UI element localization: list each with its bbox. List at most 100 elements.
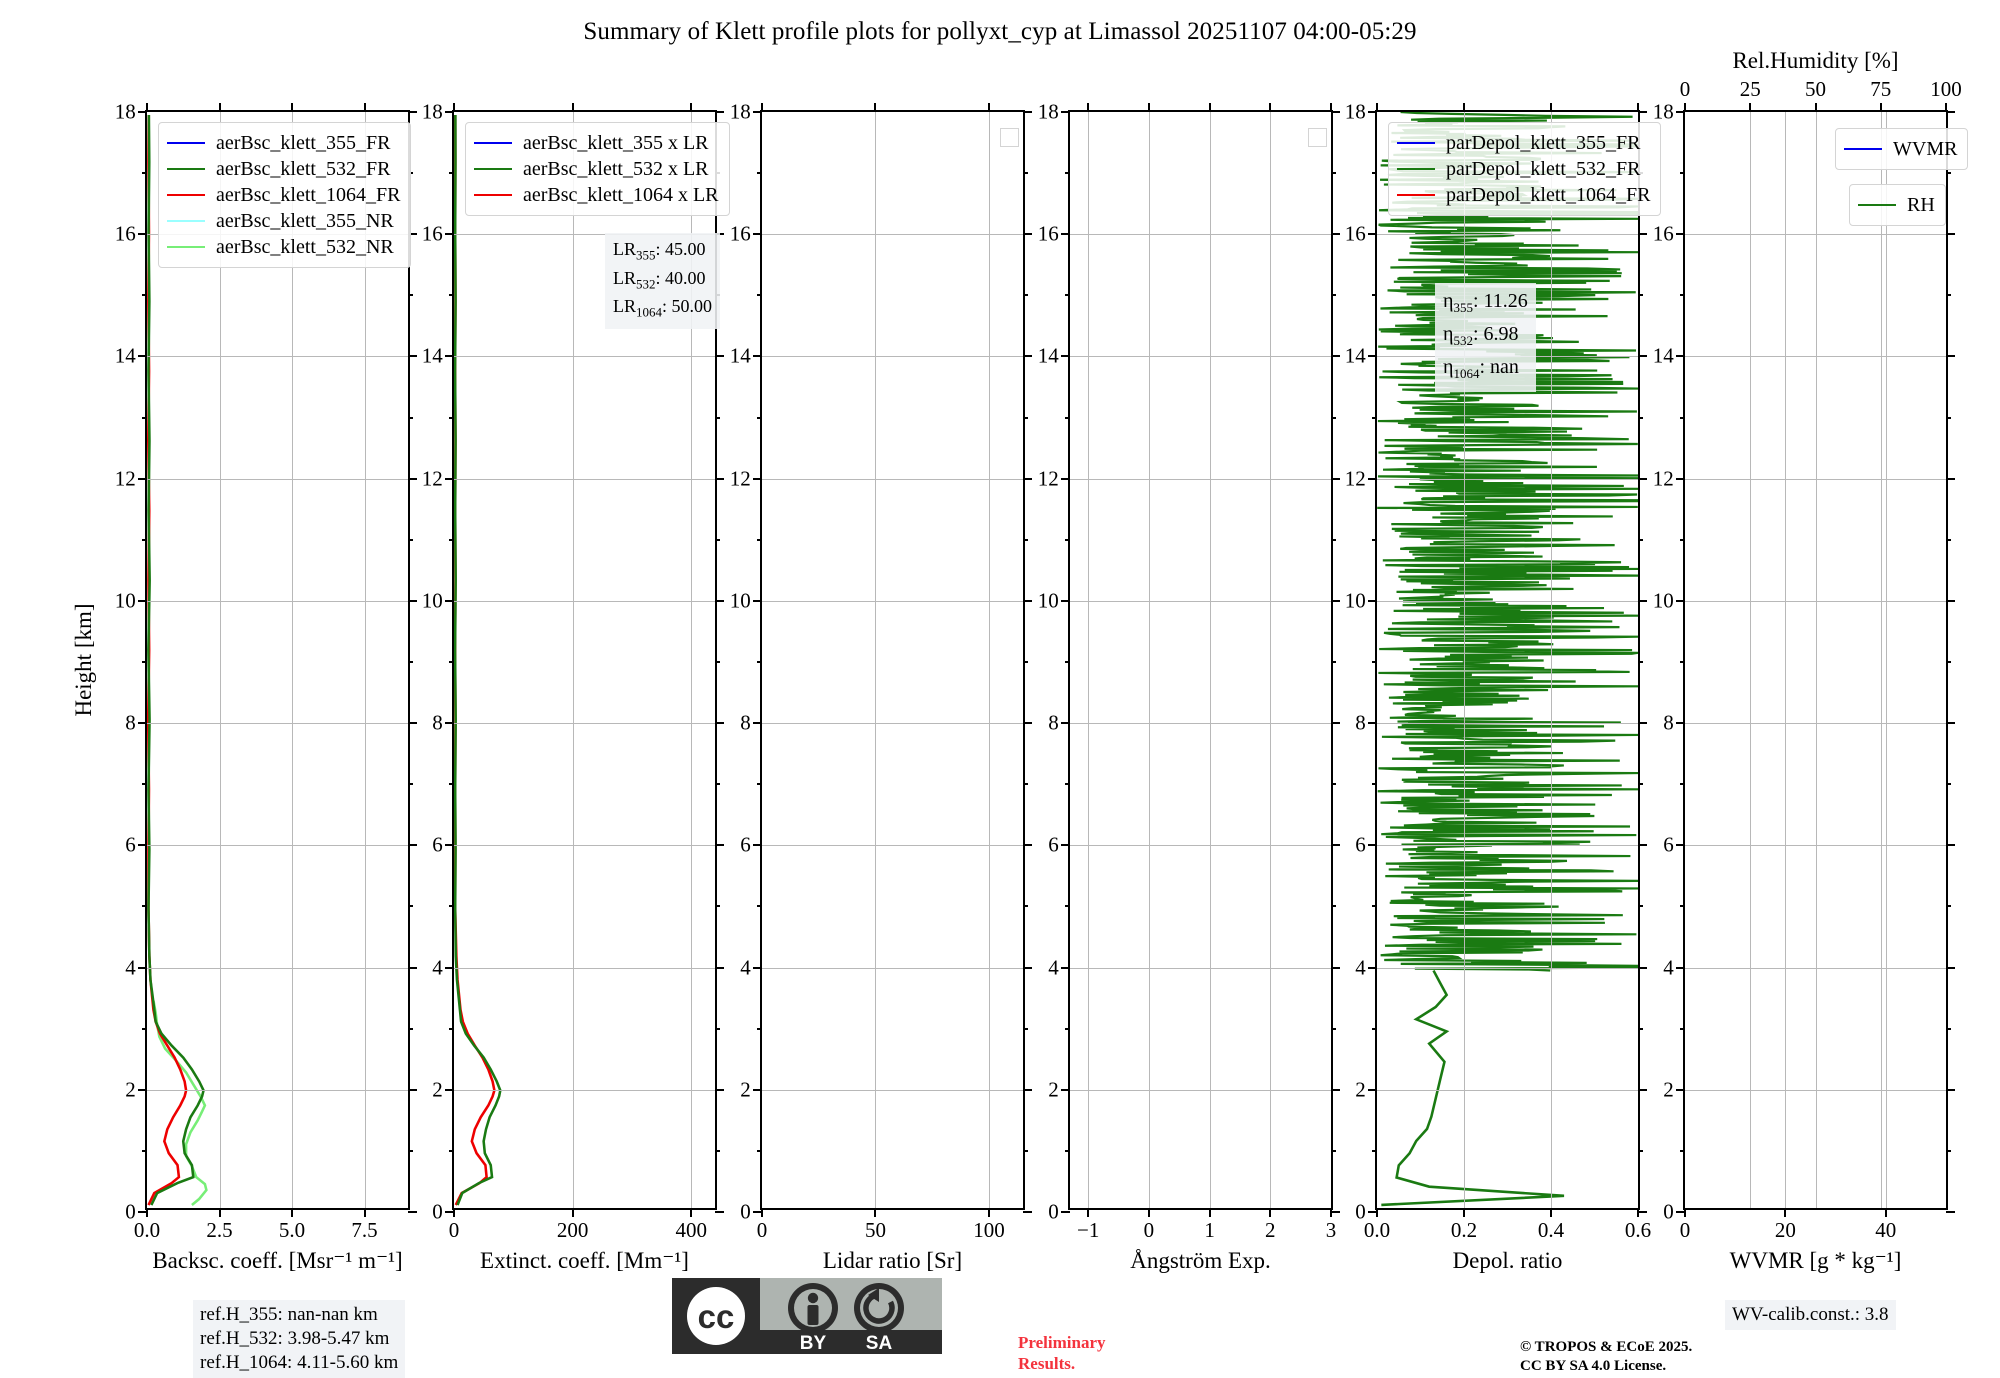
legend-label: parDepol_klett_355_FR	[1446, 132, 1641, 154]
gridline-horizontal	[454, 845, 715, 847]
y-tick-right	[408, 1088, 417, 1091]
legend-lidar-ratio-empty[interactable]	[1000, 128, 1019, 147]
y-tick-right	[1331, 966, 1340, 969]
gridline-horizontal	[147, 1089, 408, 1091]
x-tick-label: 0.0	[1363, 1218, 1391, 1242]
legend-row[interactable]: aerBsc_klett_532_NR	[167, 234, 400, 260]
y-tick-minor-right	[1331, 416, 1336, 419]
legend-row[interactable]: aerBsc_klett_355_FR	[167, 130, 400, 156]
gridline-horizontal	[147, 600, 408, 602]
y-tick	[1061, 1088, 1070, 1091]
y-tick-minor	[1680, 783, 1685, 786]
y-tick	[753, 233, 762, 236]
legend-backscatter[interactable]: aerBsc_klett_355_FR aerBsc_klett_532_FR ae…	[158, 122, 412, 268]
legend-row[interactable]: aerBsc_klett_1064 x LR	[474, 182, 719, 208]
y-tick-right	[1023, 599, 1032, 602]
wv-calib-note: WV-calib.const.: 3.8	[1725, 1300, 1896, 1330]
gridline-horizontal	[1377, 723, 1638, 725]
y-tick-label: 14	[114, 343, 136, 368]
y-tick-label: 8	[1048, 710, 1059, 735]
x-tick	[761, 1208, 763, 1217]
gridline-horizontal	[1377, 1089, 1638, 1091]
y-tick-label: 2	[432, 1077, 443, 1102]
y-tick-label: 12	[729, 466, 751, 491]
x-tick	[1784, 1208, 1787, 1217]
y-tick-right	[1638, 966, 1647, 969]
x-tick-label: 0.6	[1624, 1218, 1652, 1242]
legend-row[interactable]: parDepol_klett_1064_FR	[1397, 182, 1650, 208]
y-tick-label: 12	[1037, 466, 1059, 491]
y-tick-minor-right	[715, 1027, 720, 1030]
cc-by-sa-icon: cc BY SA	[672, 1278, 942, 1354]
y-tick-minor	[1065, 294, 1070, 297]
y-tick-right	[408, 355, 417, 358]
x-tick	[1463, 1208, 1465, 1217]
gridline-horizontal	[762, 600, 1023, 602]
legend-row[interactable]: parDepol_klett_532_FR	[1397, 156, 1650, 182]
legend-row[interactable]: aerBsc_klett_355_NR	[167, 208, 400, 234]
y-tick-label: 18	[729, 99, 751, 124]
y-tick-minor-right	[715, 905, 720, 908]
y-tick	[138, 477, 147, 480]
x-tick	[1269, 1208, 1272, 1217]
x-tick-top	[1330, 103, 1332, 112]
y-tick-right	[1946, 966, 1955, 969]
y-tick	[1368, 477, 1377, 480]
y-tick	[1061, 722, 1070, 725]
gridline-vertical	[292, 112, 293, 1208]
y-tick-right	[1331, 599, 1340, 602]
legend-row[interactable]: aerBsc_klett_532 x LR	[474, 156, 719, 182]
x-tick	[363, 1208, 366, 1217]
x-tick-top	[571, 103, 574, 112]
y-tick	[445, 355, 454, 358]
x-tick	[1884, 1208, 1887, 1217]
legend-row[interactable]: RH	[1858, 192, 1935, 218]
legend-angstrom-empty[interactable]	[1308, 128, 1327, 147]
legend-row[interactable]: aerBsc_klett_355 x LR	[474, 130, 719, 156]
y-tick-label: 4	[1355, 955, 1366, 980]
y-tick-right	[1946, 722, 1955, 725]
legend-wvmr[interactable]: WVMR	[1835, 128, 1969, 170]
y-tick	[445, 477, 454, 480]
y-tick-minor	[1065, 661, 1070, 663]
legend-depolarization[interactable]: parDepol_klett_355_FR parDepol_klett_532_…	[1388, 122, 1662, 216]
legend-row[interactable]: parDepol_klett_355_FR	[1397, 130, 1650, 156]
legend-row[interactable]: aerBsc_klett_532_FR	[167, 156, 400, 182]
gridline-horizontal	[762, 845, 1023, 847]
y-tick	[445, 233, 454, 236]
y-tick-right	[1946, 844, 1955, 847]
legend-row[interactable]: WVMR	[1844, 136, 1957, 162]
gridline-horizontal	[147, 478, 408, 480]
legend-extinction[interactable]: aerBsc_klett_355 x LR aerBsc_klett_532 x …	[465, 122, 730, 216]
legend-rh[interactable]: RH	[1849, 184, 1946, 226]
y-tick-minor-right	[1638, 783, 1643, 786]
x-axis-title: Lidar ratio [Sr]	[822, 1248, 963, 1273]
legend-row[interactable]: aerBsc_klett_1064_FR	[167, 182, 400, 208]
gridline-horizontal	[762, 478, 1023, 480]
y-tick-minor	[1680, 538, 1685, 541]
x-axis-title: WVMR [g * kg⁻¹]	[1729, 1248, 1902, 1273]
y-tick-right	[408, 599, 417, 602]
y-tick-minor-right	[1331, 661, 1336, 663]
x-tick	[571, 1208, 574, 1217]
x-axis-title: Backsc. coeff. [Msr⁻¹ m⁻¹]	[152, 1248, 403, 1273]
y-tick-right	[408, 111, 417, 113]
panel-backscatter: 0 2 4 6 8 10 12 14 16 18 0.0 2.5 5.0 7.5 Backsc. coeff…	[115, 100, 417, 1273]
gridline-vertical	[1088, 112, 1090, 1208]
y-tick-minor-right	[1023, 1027, 1028, 1030]
x-tick	[218, 1208, 221, 1217]
y-tick-minor-right	[1946, 538, 1951, 541]
y-tick-right	[408, 722, 417, 725]
y-tick	[1676, 477, 1685, 480]
x-tick-top	[1814, 103, 1817, 112]
x-tick	[1637, 1208, 1639, 1217]
y-tick	[138, 355, 147, 358]
y-tick-label: 16	[421, 221, 443, 246]
y-tick-label: 14	[1652, 343, 1674, 368]
y-tick-minor	[142, 538, 147, 541]
y-tick-minor	[757, 905, 762, 908]
x-tick	[1330, 1208, 1332, 1217]
y-tick-right	[1638, 111, 1647, 113]
y-tick-minor	[142, 783, 147, 786]
gridline-vertical	[1815, 112, 1817, 1208]
